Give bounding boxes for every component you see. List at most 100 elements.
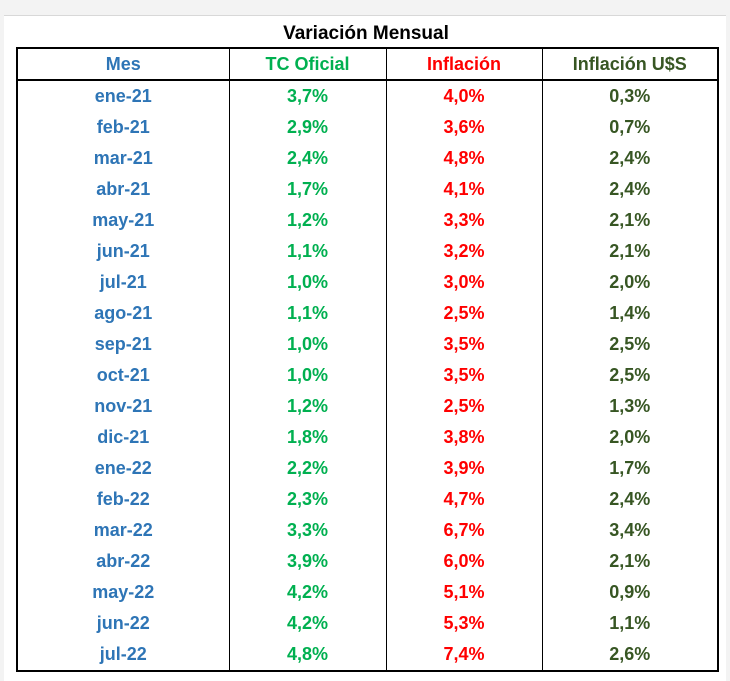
cell-mes: sep-21 bbox=[94, 334, 152, 354]
cell-inflacion-usd: 2,0% bbox=[541, 267, 718, 298]
cell-tc-oficial: 1,0% bbox=[228, 329, 386, 360]
table-row: jun-22 4,2% 5,3% 1,1% bbox=[17, 608, 718, 639]
cell-inflacion-usd: 2,0% bbox=[541, 422, 718, 453]
cell-inflacion: 7,4% bbox=[385, 639, 542, 671]
table-row: sep-21 1,0% 3,5% 2,5% bbox=[17, 329, 718, 360]
cell-mes: jul-21 bbox=[99, 272, 147, 292]
cell-tc-oficial: 2,9% bbox=[228, 112, 386, 143]
cell-inflacion-usd: 2,1% bbox=[541, 205, 718, 236]
cell-inflacion: 2,5% bbox=[385, 298, 542, 329]
cell-tc-oficial: 1,8% bbox=[228, 422, 386, 453]
table-row: jul-21 1,0% 3,0% 2,0% bbox=[17, 267, 718, 298]
header-row: Mes TC Oficial Inflación Inflación U$S bbox=[17, 48, 718, 81]
cell-mes: may-21 bbox=[92, 210, 155, 230]
table-row: abr-21 1,7% 4,1% 2,4% bbox=[17, 174, 718, 205]
cell-mes: ene-21 bbox=[94, 86, 152, 106]
cell-mes: jul-22 bbox=[99, 644, 147, 664]
cell-mes: mar-22 bbox=[93, 520, 153, 540]
monthly-variation-table: Mes TC Oficial Inflación Inflación U$S e… bbox=[16, 47, 719, 672]
table-row: ene-21 3,7% 4,0% 0,3% bbox=[17, 80, 718, 112]
cell-tc-oficial: 1,7% bbox=[228, 174, 386, 205]
table-row: ene-22 2,2% 3,9% 1,7% bbox=[17, 453, 718, 484]
cell-inflacion-usd: 1,4% bbox=[541, 298, 718, 329]
cell-inflacion: 4,0% bbox=[385, 80, 542, 112]
cell-mes: jun-22 bbox=[96, 613, 150, 633]
cell-inflacion: 3,2% bbox=[385, 236, 542, 267]
cell-tc-oficial: 2,3% bbox=[228, 484, 386, 515]
cell-inflacion-usd: 2,1% bbox=[541, 236, 718, 267]
table-row: mar-21 2,4% 4,8% 2,4% bbox=[17, 143, 718, 174]
cell-inflacion-usd: 2,4% bbox=[541, 174, 718, 205]
cell-mes: oct-21 bbox=[96, 365, 150, 385]
cell-mes: ago-21 bbox=[94, 303, 153, 323]
table-row: nov-21 1,2% 2,5% 1,3% bbox=[17, 391, 718, 422]
cell-tc-oficial: 1,0% bbox=[228, 267, 386, 298]
cell-mes: feb-21 bbox=[96, 117, 150, 137]
cell-mes: abr-21 bbox=[96, 179, 151, 199]
cell-inflacion: 5,3% bbox=[385, 608, 542, 639]
cell-inflacion: 3,9% bbox=[385, 453, 542, 484]
table-row: may-22 4,2% 5,1% 0,9% bbox=[17, 577, 718, 608]
cell-mes: abr-22 bbox=[96, 551, 151, 571]
column-header-inflacion: Inflación bbox=[385, 48, 542, 81]
cell-mes: ene-22 bbox=[94, 458, 152, 478]
column-header-tc-oficial: TC Oficial bbox=[228, 48, 386, 81]
cell-tc-oficial: 2,4% bbox=[228, 143, 386, 174]
cell-tc-oficial: 4,8% bbox=[228, 639, 386, 671]
table-row: abr-22 3,9% 6,0% 2,1% bbox=[17, 546, 718, 577]
cell-inflacion-usd: 2,6% bbox=[541, 639, 718, 671]
cell-tc-oficial: 1,1% bbox=[228, 298, 386, 329]
cell-tc-oficial: 3,7% bbox=[228, 80, 386, 112]
cell-inflacion-usd: 1,7% bbox=[541, 453, 718, 484]
cell-tc-oficial: 1,2% bbox=[228, 391, 386, 422]
cell-mes: mar-21 bbox=[93, 148, 153, 168]
cell-inflacion-usd: 3,4% bbox=[541, 515, 718, 546]
cell-tc-oficial: 1,0% bbox=[228, 360, 386, 391]
cell-inflacion-usd: 2,4% bbox=[541, 143, 718, 174]
cell-inflacion: 6,7% bbox=[385, 515, 542, 546]
cell-inflacion-usd: 0,7% bbox=[541, 112, 718, 143]
table-row: ago-21 1,1% 2,5% 1,4% bbox=[17, 298, 718, 329]
table-row: oct-21 1,0% 3,5% 2,5% bbox=[17, 360, 718, 391]
cell-inflacion-usd: 1,1% bbox=[541, 608, 718, 639]
table-title: Variación Mensual bbox=[283, 23, 449, 44]
table-row: jun-21 1,1% 3,2% 2,1% bbox=[17, 236, 718, 267]
cell-tc-oficial: 3,3% bbox=[228, 515, 386, 546]
cell-inflacion-usd: 0,9% bbox=[541, 577, 718, 608]
cell-inflacion: 3,5% bbox=[385, 360, 542, 391]
cell-inflacion-usd: 1,3% bbox=[541, 391, 718, 422]
cell-inflacion: 6,0% bbox=[385, 546, 542, 577]
column-header-mes: Mes bbox=[17, 48, 229, 81]
cell-inflacion: 3,3% bbox=[385, 205, 542, 236]
cell-tc-oficial: 4,2% bbox=[228, 577, 386, 608]
cell-inflacion-usd: 0,3% bbox=[541, 80, 718, 112]
cell-inflacion: 3,0% bbox=[385, 267, 542, 298]
cell-mes: feb-22 bbox=[96, 489, 150, 509]
table-row: dic-21 1,8% 3,8% 2,0% bbox=[17, 422, 718, 453]
table-body: ene-21 3,7% 4,0% 0,3% feb-21 2,9% 3,6% 0,7% mar-… bbox=[17, 80, 718, 671]
table-row: mar-22 3,3% 6,7% 3,4% bbox=[17, 515, 718, 546]
cell-inflacion-usd: 2,5% bbox=[541, 329, 718, 360]
cell-inflacion: 4,7% bbox=[385, 484, 542, 515]
cell-inflacion-usd: 2,1% bbox=[541, 546, 718, 577]
table-row: feb-22 2,3% 4,7% 2,4% bbox=[17, 484, 718, 515]
cell-inflacion: 3,5% bbox=[385, 329, 542, 360]
cell-mes: may-22 bbox=[92, 582, 155, 602]
cell-inflacion: 2,5% bbox=[385, 391, 542, 422]
cell-tc-oficial: 1,1% bbox=[228, 236, 386, 267]
column-header-inflacion-usd: Inflación U$S bbox=[541, 48, 718, 81]
cell-inflacion: 5,1% bbox=[385, 577, 542, 608]
cell-mes: nov-21 bbox=[94, 396, 153, 416]
cell-mes: dic-21 bbox=[97, 427, 150, 447]
cell-mes: jun-21 bbox=[96, 241, 150, 261]
cell-inflacion: 3,8% bbox=[385, 422, 542, 453]
cell-inflacion: 3,6% bbox=[385, 112, 542, 143]
cell-inflacion: 4,1% bbox=[385, 174, 542, 205]
cell-tc-oficial: 4,2% bbox=[228, 608, 386, 639]
cell-inflacion: 4,8% bbox=[385, 143, 542, 174]
cell-tc-oficial: 3,9% bbox=[228, 546, 386, 577]
table-row: jul-22 4,8% 7,4% 2,6% bbox=[17, 639, 718, 671]
cell-tc-oficial: 2,2% bbox=[228, 453, 386, 484]
cell-tc-oficial: 1,2% bbox=[228, 205, 386, 236]
table-row: may-21 1,2% 3,3% 2,1% bbox=[17, 205, 718, 236]
